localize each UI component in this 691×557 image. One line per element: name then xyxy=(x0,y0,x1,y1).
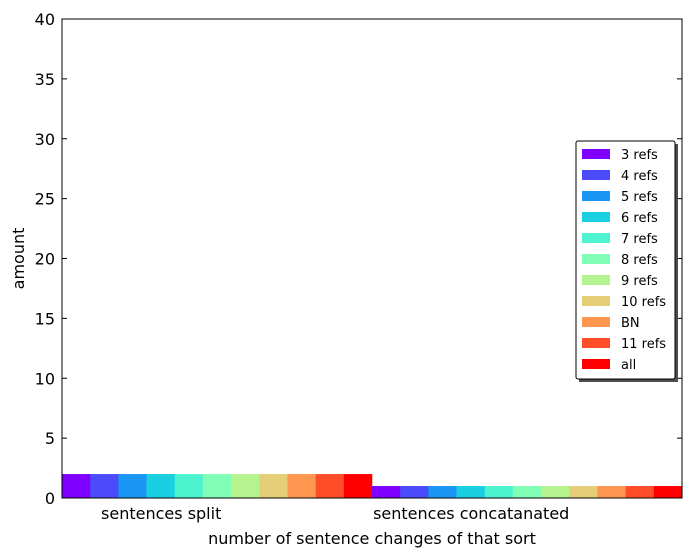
y-tick-label: 35 xyxy=(35,70,55,89)
bar-all-2 xyxy=(653,486,683,498)
legend-label: 3 refs xyxy=(621,148,658,163)
y-axis-label: amount xyxy=(9,228,28,290)
bar-10-refs-2 xyxy=(569,486,598,498)
bar-9-refs-1 xyxy=(231,474,260,498)
bar-7-refs-1 xyxy=(174,474,204,498)
bar-11-refs-1 xyxy=(315,474,345,498)
bars-group xyxy=(62,474,683,498)
legend-label: 8 refs xyxy=(621,253,658,268)
x-axis: sentences split sentences concatanated xyxy=(101,504,569,523)
bar-10-refs-1 xyxy=(259,474,288,498)
legend: 3 refs 4 refs 5 refs 6 refs 7 refs 8 refs 9 re… xyxy=(575,140,678,382)
x-tick-label: sentences split xyxy=(101,504,221,523)
bar-8-refs-2 xyxy=(512,486,542,498)
y-axis: 0 5 10 15 20 25 30 35 40 xyxy=(35,10,682,508)
legend-label: 11 refs xyxy=(621,337,666,352)
legend-swatch xyxy=(582,170,610,180)
y-tick-label: 10 xyxy=(35,369,55,388)
y-tick-label: 5 xyxy=(45,429,55,448)
legend-label: 4 refs xyxy=(621,169,658,184)
bar-11-refs-2 xyxy=(625,486,655,498)
legend-swatch xyxy=(582,275,610,285)
legend-swatch xyxy=(582,149,610,159)
legend-swatch xyxy=(582,233,610,243)
bar-BN-2 xyxy=(597,486,626,498)
y-tick-label: 40 xyxy=(35,10,55,29)
y-tick-label: 20 xyxy=(35,250,55,269)
legend-label: all xyxy=(621,358,636,373)
bar-6-refs-1 xyxy=(146,474,176,498)
legend-label: 5 refs xyxy=(621,190,658,205)
legend-swatch xyxy=(582,359,610,369)
bar-5-refs-1 xyxy=(118,474,147,498)
bar-5-refs-2 xyxy=(428,486,457,498)
bar-7-refs-2 xyxy=(484,486,514,498)
legend-label: 7 refs xyxy=(621,232,658,247)
bar-9-refs-2 xyxy=(541,486,570,498)
legend-label: 6 refs xyxy=(621,211,658,226)
bar-BN-1 xyxy=(287,474,316,498)
y-tick-label: 15 xyxy=(35,309,55,328)
x-axis-label: number of sentence changes of that sort xyxy=(208,529,536,548)
legend-swatch xyxy=(582,338,610,348)
bar-3-refs-2 xyxy=(372,486,401,498)
legend-label: 10 refs xyxy=(621,295,666,310)
legend-swatch xyxy=(582,212,610,222)
legend-swatch xyxy=(582,296,610,306)
legend-label: 9 refs xyxy=(621,274,658,289)
bar-8-refs-1 xyxy=(202,474,232,498)
bar-4-refs-1 xyxy=(90,474,119,498)
bar-6-refs-2 xyxy=(456,486,486,498)
legend-swatch xyxy=(582,254,610,264)
bar-4-refs-2 xyxy=(400,486,429,498)
bar-3-refs-1 xyxy=(62,474,91,498)
y-tick-label: 25 xyxy=(35,190,55,209)
legend-label: BN xyxy=(621,316,640,331)
y-tick-label: 30 xyxy=(35,130,55,149)
legend-swatch xyxy=(582,191,610,201)
y-tick-label: 0 xyxy=(45,489,55,508)
x-tick-label: sentences concatanated xyxy=(373,504,569,523)
legend-swatch xyxy=(582,317,610,327)
bar-all-1 xyxy=(343,474,373,498)
